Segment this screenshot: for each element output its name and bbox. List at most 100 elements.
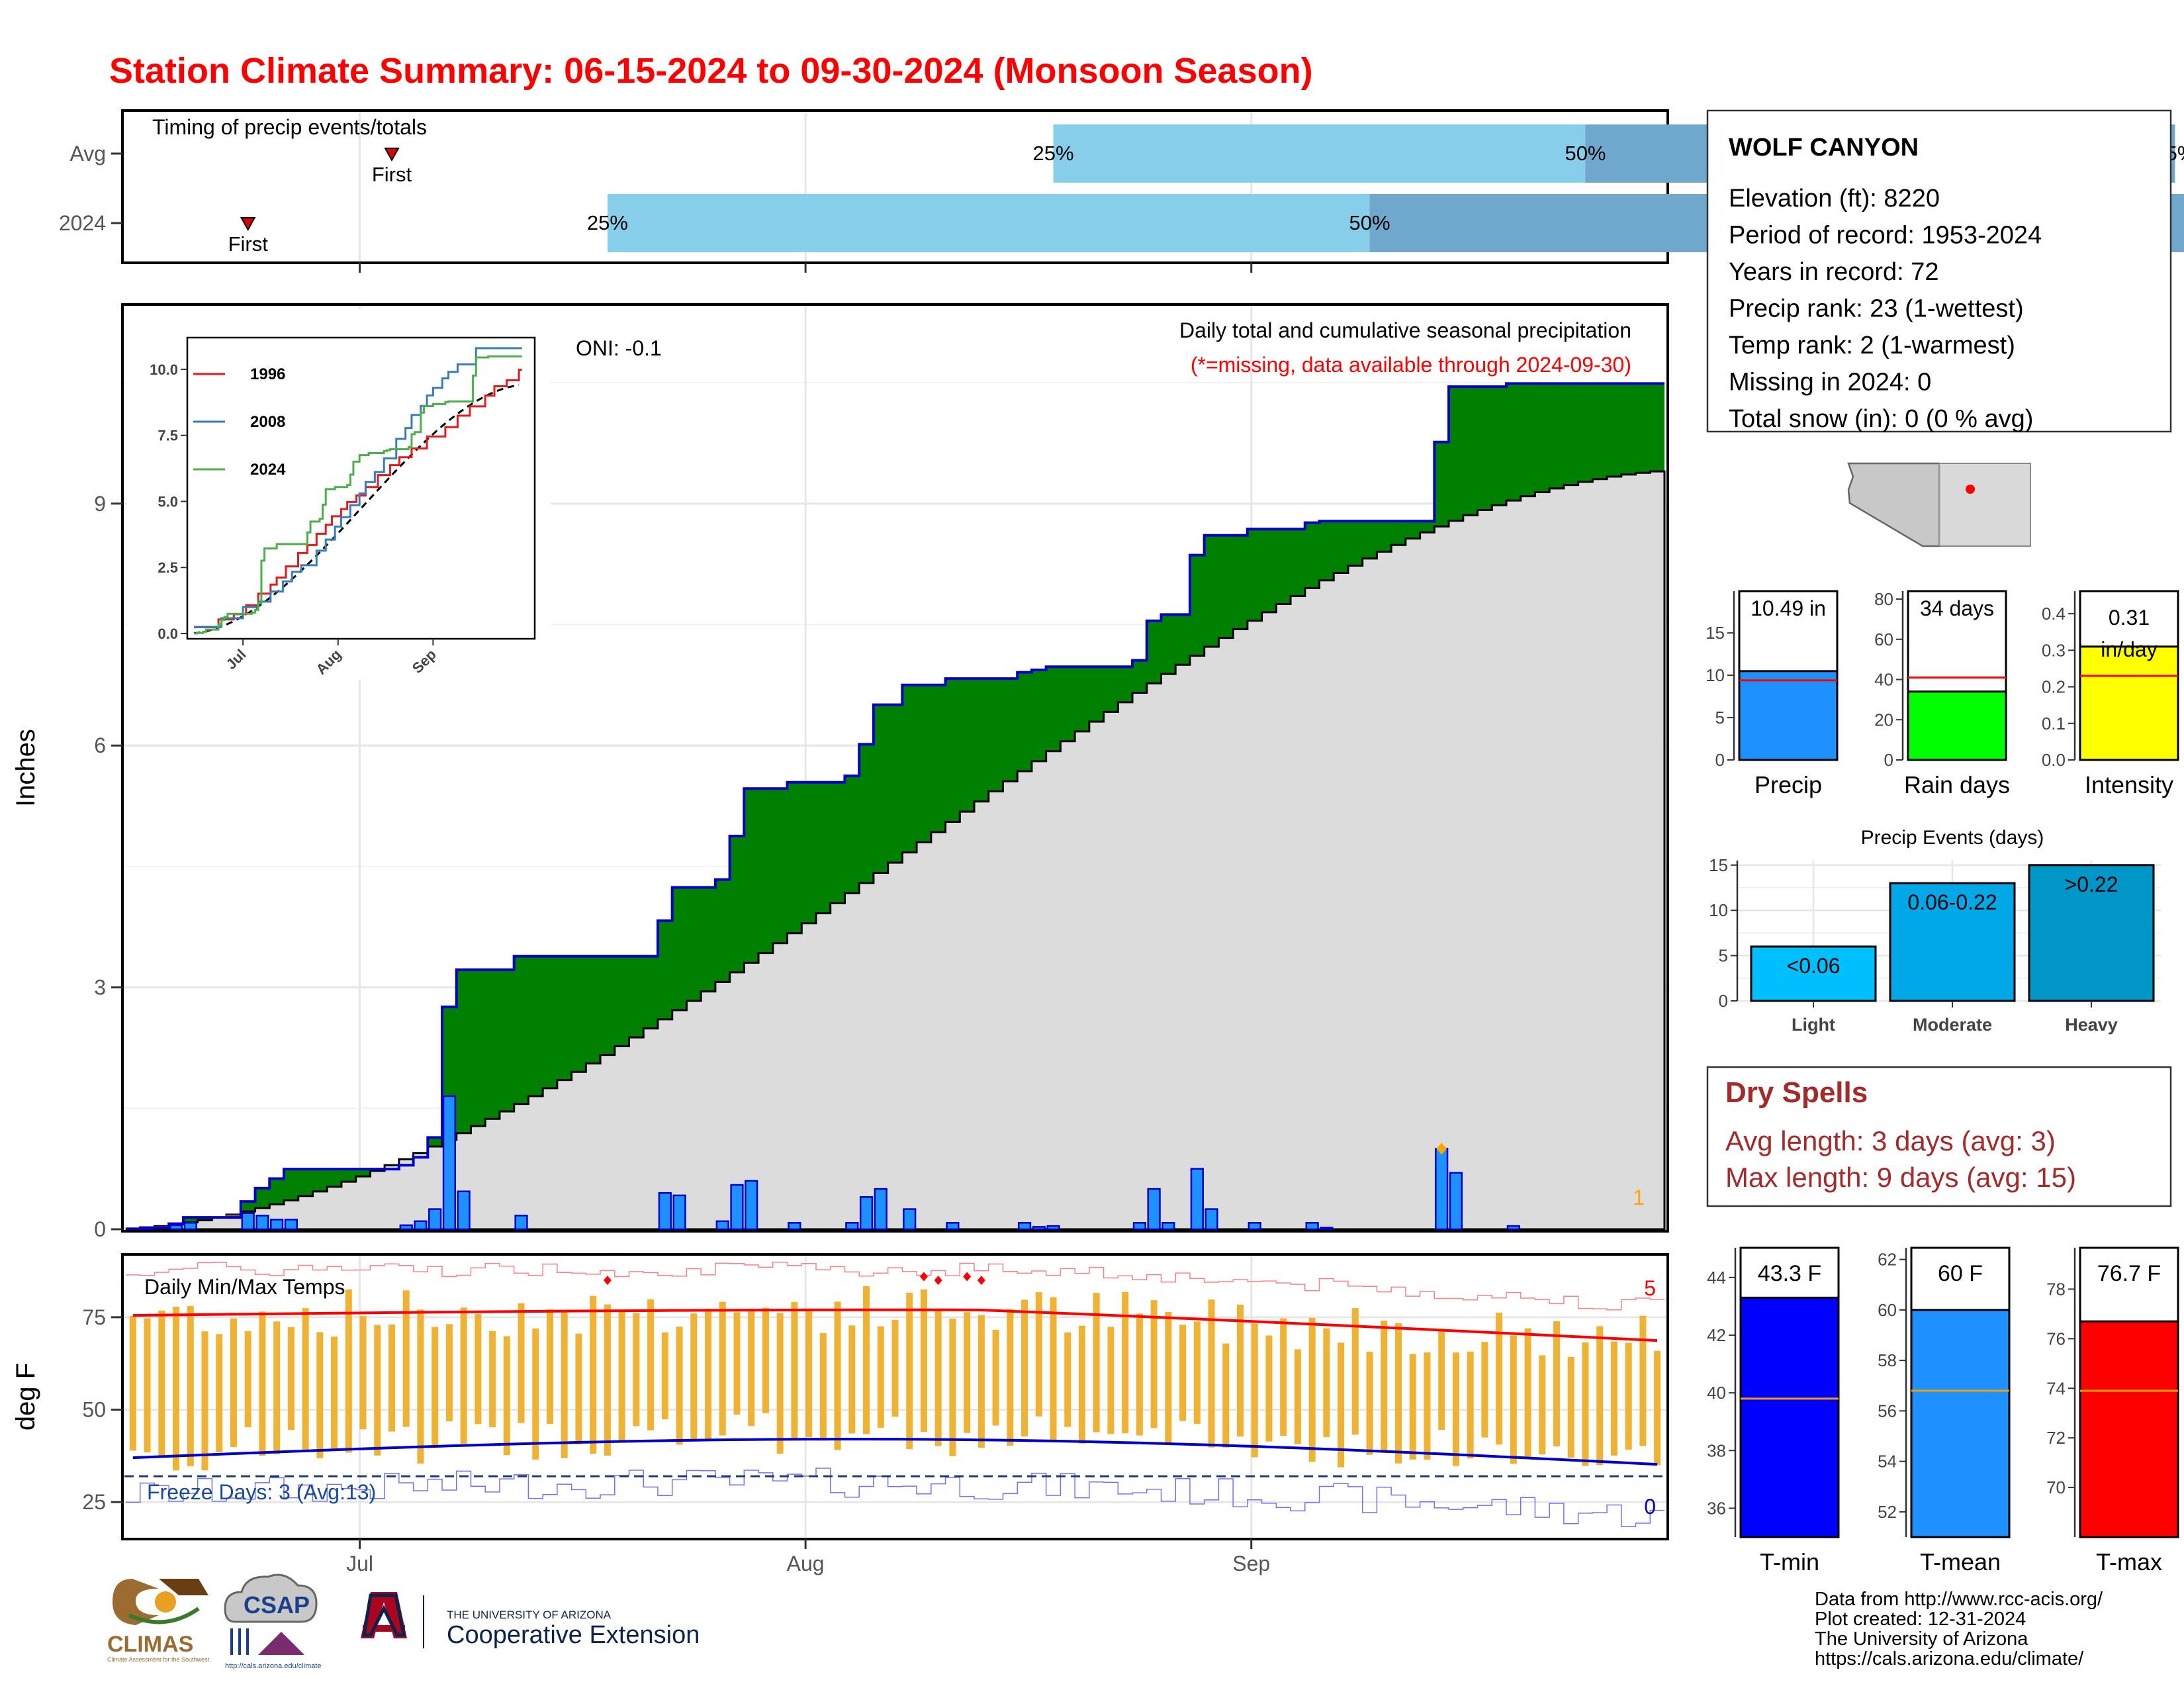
daily-temp-bar [173, 1307, 180, 1471]
temp-caption: Daily Min/Max Temps [144, 1275, 345, 1299]
ua-logo-big-text: Cooperative Extension [447, 1621, 700, 1649]
summary-ytick-label: 10 [1706, 665, 1725, 685]
daily-temp-bar [1222, 1343, 1230, 1448]
freeze-days-label: Freeze Days: 3 (Avg:13) [147, 1480, 376, 1504]
tmin-record-line [126, 1468, 1664, 1527]
daily-precip-bar [874, 1188, 887, 1231]
tmax-extreme-marker [977, 1276, 985, 1286]
daily-precip-bar [284, 1219, 298, 1231]
station-info-line: Period of record: 1953-2024 [1729, 222, 2042, 250]
daily-precip-bar [1132, 1222, 1147, 1231]
daily-temp-bar [690, 1313, 698, 1442]
timing-p50-label: 50% [1565, 142, 1606, 165]
dry-spells-title: Dry Spells [1725, 1076, 1868, 1109]
timing-p25-label: 25% [1032, 142, 1073, 165]
footer-line-1: Data from http://www.rcc-acis.org/ [1815, 1589, 2103, 1610]
precip-ytick-label: 3 [94, 976, 106, 1000]
precip-missing-note: (*=missing, data available through 2024-… [1191, 353, 1631, 377]
daily-temp-bar [273, 1321, 281, 1454]
daily-temp-bar [1021, 1299, 1028, 1436]
precip-chart-frame [121, 303, 1669, 1233]
summary-ytick-label: 15 [1706, 623, 1725, 643]
daily-precip-bar [255, 1215, 269, 1231]
temp-summary-ytick-label: 56 [1878, 1401, 1897, 1421]
summary-ytick-label: 0.0 [2042, 750, 2066, 770]
daily-precip-bar [672, 1194, 686, 1231]
summary-bar-label: Rain days [1904, 771, 2010, 798]
daily-temp-bar [1567, 1356, 1574, 1458]
daily-precip-bar [1320, 1227, 1334, 1231]
daily-precip-bar [730, 1184, 744, 1231]
daily-temp-bar [1351, 1308, 1359, 1435]
tmax-extreme-count: 5 [1644, 1276, 1656, 1300]
daily-temp-bar [1639, 1315, 1647, 1446]
station-info-line: Years in record: 72 [1729, 258, 1939, 286]
inset-legend-label: 2008 [250, 413, 285, 431]
inset-series-line [194, 369, 522, 629]
x-axis-tick-label: Sep [1232, 1552, 1270, 1575]
dry-spells-avg: Avg length: 3 days (avg: 3) [1725, 1125, 2056, 1156]
daily-temp-bar [1553, 1321, 1561, 1446]
station-info-line: Precip rank: 23 (1-wettest) [1729, 295, 2024, 323]
daily-temp-bar [1610, 1341, 1617, 1456]
temp-summary-ytick-label: 60 [1878, 1300, 1897, 1320]
timing-first-marker [384, 148, 400, 162]
events-bar-label: <0.06 [1787, 954, 1841, 978]
daily-precip-bar [1248, 1222, 1261, 1231]
daily-temp-bar [1395, 1323, 1402, 1464]
summary-bar-value [2079, 645, 2179, 761]
daily-temp-bar [819, 1333, 827, 1441]
daily-temp-bar [475, 1314, 482, 1425]
daily-temp-bar [647, 1299, 655, 1430]
daily-temp-bar [1078, 1325, 1085, 1444]
daily-temp-bar [676, 1327, 683, 1445]
daily-temp-bar [791, 1302, 798, 1440]
precip-ytick-label: 6 [94, 733, 106, 757]
events-category-label: Moderate [1913, 1015, 1992, 1035]
daily-temp-bar [432, 1327, 439, 1447]
inset-ytick-label: 7.5 [158, 428, 178, 444]
daily-temp-bar [144, 1318, 151, 1453]
daily-precip-bar [1205, 1208, 1218, 1231]
daily-temp-bar [978, 1315, 985, 1448]
daily-temp-bar [1366, 1351, 1373, 1455]
summary-bar-value [1738, 670, 1839, 761]
summary-bar-value [1907, 690, 2007, 761]
temp-ytick-label: 50 [82, 1398, 106, 1422]
temp-summary-ytick-label: 76 [2046, 1329, 2066, 1348]
daily-precip-bar [1506, 1225, 1520, 1231]
daily-temp-bar [1452, 1352, 1459, 1466]
daily-temp-bar [1007, 1309, 1014, 1446]
station-name: WOLF CANYON [1729, 134, 1919, 162]
temp-summary-value [1910, 1309, 2011, 1538]
daily-temp-bar [1165, 1312, 1172, 1445]
temp-summary-ytick-label: 58 [1878, 1350, 1897, 1370]
daily-temp-bar [489, 1331, 496, 1427]
locator-map-arizona [1847, 462, 1940, 547]
dry-spells-frame [1706, 1066, 2172, 1207]
events-bar [1889, 882, 2016, 1002]
daily-temp-bar [187, 1305, 194, 1466]
summary-ytick-label: 5 [1715, 708, 1725, 727]
tmin-extreme-count: 0 [1644, 1495, 1656, 1519]
footer-line-3: The University of Arizona [1815, 1628, 2028, 1650]
precip-subtitle: Daily total and cumulative seasonal prec… [1179, 318, 1631, 342]
daily-temp-bar [1265, 1335, 1273, 1442]
precip-chart: 0 3 6 9 Inches ONI: -0.1 Daily total and cu… [11, 303, 1669, 1241]
daily-temp-bar [1654, 1350, 1661, 1466]
daily-precip-bar [399, 1224, 413, 1231]
summary-ytick-label: 0 [1884, 750, 1893, 770]
csap-logo: CSAP http://cals.arizona.edu/climate [224, 1573, 341, 1670]
daily-temp-bar [201, 1331, 208, 1471]
summary-ytick-label: 0.3 [2042, 640, 2066, 660]
daily-temp-bar [1438, 1329, 1445, 1430]
temp-summary-value [2079, 1320, 2179, 1538]
temp-summary-ytick-label: 42 [1707, 1325, 1726, 1345]
daily-temp-bar [1381, 1321, 1388, 1453]
daily-temp-bar [244, 1331, 251, 1427]
daily-temp-bar [1251, 1323, 1258, 1458]
daily-precip-bar [457, 1190, 471, 1231]
daily-temp-bar [848, 1325, 856, 1434]
station-info-line: Temp rank: 2 (1-warmest) [1729, 332, 2015, 359]
daily-temp-bar [1323, 1328, 1330, 1437]
